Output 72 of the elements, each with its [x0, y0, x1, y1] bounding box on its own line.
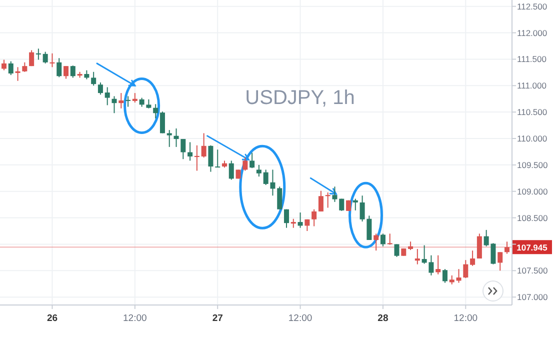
candlestick: [15, 66, 20, 82]
y-tick-label: 107.500: [517, 266, 548, 276]
candlestick: [436, 254, 441, 275]
candlestick: [132, 92, 138, 104]
candlestick: [2, 59, 6, 71]
text: USDJPY, 1h: [245, 87, 355, 109]
candlestick: [201, 132, 206, 158]
candlestick: [194, 144, 200, 172]
x-tick-label: 28: [378, 313, 388, 324]
candlestick: [112, 96, 117, 114]
candlestick: [36, 48, 41, 60]
candlestick: [8, 60, 14, 76]
x-tick-label: 12:00: [288, 313, 312, 324]
y-tick-label: 112.000: [517, 28, 548, 38]
x-tick-label: 12:00: [454, 313, 478, 324]
y-tick-label: 112.500: [517, 1, 548, 12]
candlestick: [180, 138, 186, 160]
candlestick: [387, 233, 392, 246]
candlestick: [64, 66, 69, 80]
candlestick: [442, 268, 448, 284]
candlestick: [256, 164, 262, 178]
candlestick: [318, 190, 324, 212]
candlestick: [208, 144, 214, 172]
candlestick: [50, 52, 55, 68]
candlestick: [394, 244, 400, 258]
candlestick: [332, 186, 338, 202]
y-tick-label: 111.500: [517, 54, 547, 64]
candlestick: [298, 212, 303, 228]
candlestick: [118, 92, 124, 109]
candlestick: [380, 233, 386, 247]
y-tick-label: 108.500: [517, 212, 548, 223]
candlestick: [456, 268, 462, 284]
candlestick: [325, 192, 330, 208]
candlestick: [374, 233, 379, 252]
x-tick-label: 26: [46, 313, 58, 324]
candlestick: [414, 248, 420, 265]
candlestick: [312, 208, 317, 227]
candlestick: [476, 233, 482, 259]
candlestick: [91, 71, 96, 86]
candlestick: [498, 252, 503, 272]
candlestick: [174, 128, 179, 148]
x-tick-label: 12:00: [123, 313, 147, 324]
x-tick-label: 27: [212, 313, 223, 324]
candlestick: [104, 86, 110, 106]
candlestick: [22, 62, 28, 72]
candlestick: [284, 208, 290, 228]
y-tick-label: 110.000: [517, 133, 548, 144]
candlestick: [250, 152, 255, 169]
y-tick-label: 109.500: [517, 160, 548, 170]
y-tick-label: 111.000: [517, 80, 547, 91]
candlestick: [228, 160, 234, 180]
candlestick: [339, 198, 344, 212]
candlestick: [29, 50, 34, 67]
ref-line-label: 107.945: [516, 242, 548, 252]
candlestick: [126, 96, 131, 108]
y-tick-label: 109.000: [517, 186, 548, 196]
candlestick: [277, 186, 282, 210]
candlestick: [215, 149, 220, 168]
candlestick: [160, 111, 165, 134]
candlestick: [153, 104, 158, 119]
candlestick: [504, 241, 510, 254]
candlestick: [56, 58, 62, 78]
candlestick: [463, 260, 468, 279]
y-tick-label: 110.500: [517, 107, 548, 118]
candlestick: [98, 82, 103, 96]
candlestick: [70, 65, 76, 78]
candlestick: [166, 130, 172, 148]
candlestick: [352, 198, 358, 211]
candlestick: [188, 142, 193, 162]
candlestick: [42, 51, 48, 64]
y-tick-label: 107.000: [517, 292, 548, 302]
candlestick: [470, 250, 476, 266]
